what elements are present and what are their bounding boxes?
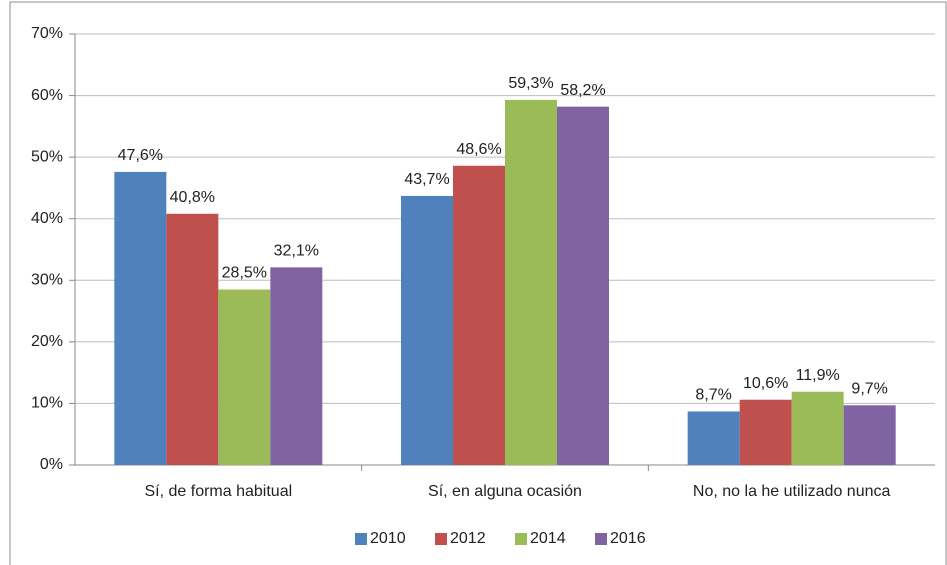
value-label: 32,1%: [274, 243, 319, 260]
y-tick-label: 60%: [31, 87, 63, 104]
y-tick-label: 30%: [31, 272, 63, 289]
value-label: 40,8%: [170, 189, 215, 206]
bar: [791, 391, 844, 465]
legend-swatch: [595, 533, 607, 545]
bar: [270, 267, 323, 465]
bar: [218, 289, 271, 465]
legend-label: 2010: [370, 530, 406, 547]
bar: [739, 399, 792, 465]
value-label: 8,7%: [695, 387, 731, 404]
legend-label: 2012: [450, 530, 486, 547]
bar: [557, 106, 609, 465]
legend-swatch: [515, 533, 527, 545]
y-tick-label: 50%: [31, 148, 63, 165]
bar: [505, 99, 557, 465]
bar: [687, 411, 740, 465]
bar: [453, 165, 505, 465]
x-tick-label: Sí, de forma habitual: [145, 483, 293, 500]
value-label: 48,6%: [456, 141, 501, 158]
y-tick-label: 40%: [31, 210, 63, 227]
legend-label: 2016: [610, 530, 646, 547]
value-label: 59,3%: [508, 75, 553, 92]
value-label: 58,2%: [560, 82, 605, 99]
chart-frame: [9, 1, 947, 565]
bar: [166, 213, 219, 465]
y-tick-label: 70%: [31, 25, 63, 42]
bar: [401, 195, 453, 465]
value-label: 47,6%: [118, 147, 163, 164]
value-label: 43,7%: [404, 171, 449, 188]
value-label: 10,6%: [743, 375, 788, 392]
value-label: 9,7%: [851, 380, 887, 397]
value-label: 11,9%: [796, 367, 840, 384]
bar: [114, 171, 167, 466]
x-tick-label: Sí, en alguna ocasión: [428, 483, 582, 500]
x-tick-label: No, no la he utilizado nunca: [693, 483, 891, 500]
legend-swatch: [435, 533, 447, 545]
legend-swatch: [355, 533, 367, 545]
y-tick-label: 20%: [31, 333, 63, 350]
bar: [843, 405, 896, 465]
y-tick-label: 0%: [40, 456, 63, 473]
value-label: 28,5%: [222, 265, 267, 282]
legend-label: 2014: [530, 530, 566, 547]
y-tick-label: 10%: [31, 395, 63, 412]
